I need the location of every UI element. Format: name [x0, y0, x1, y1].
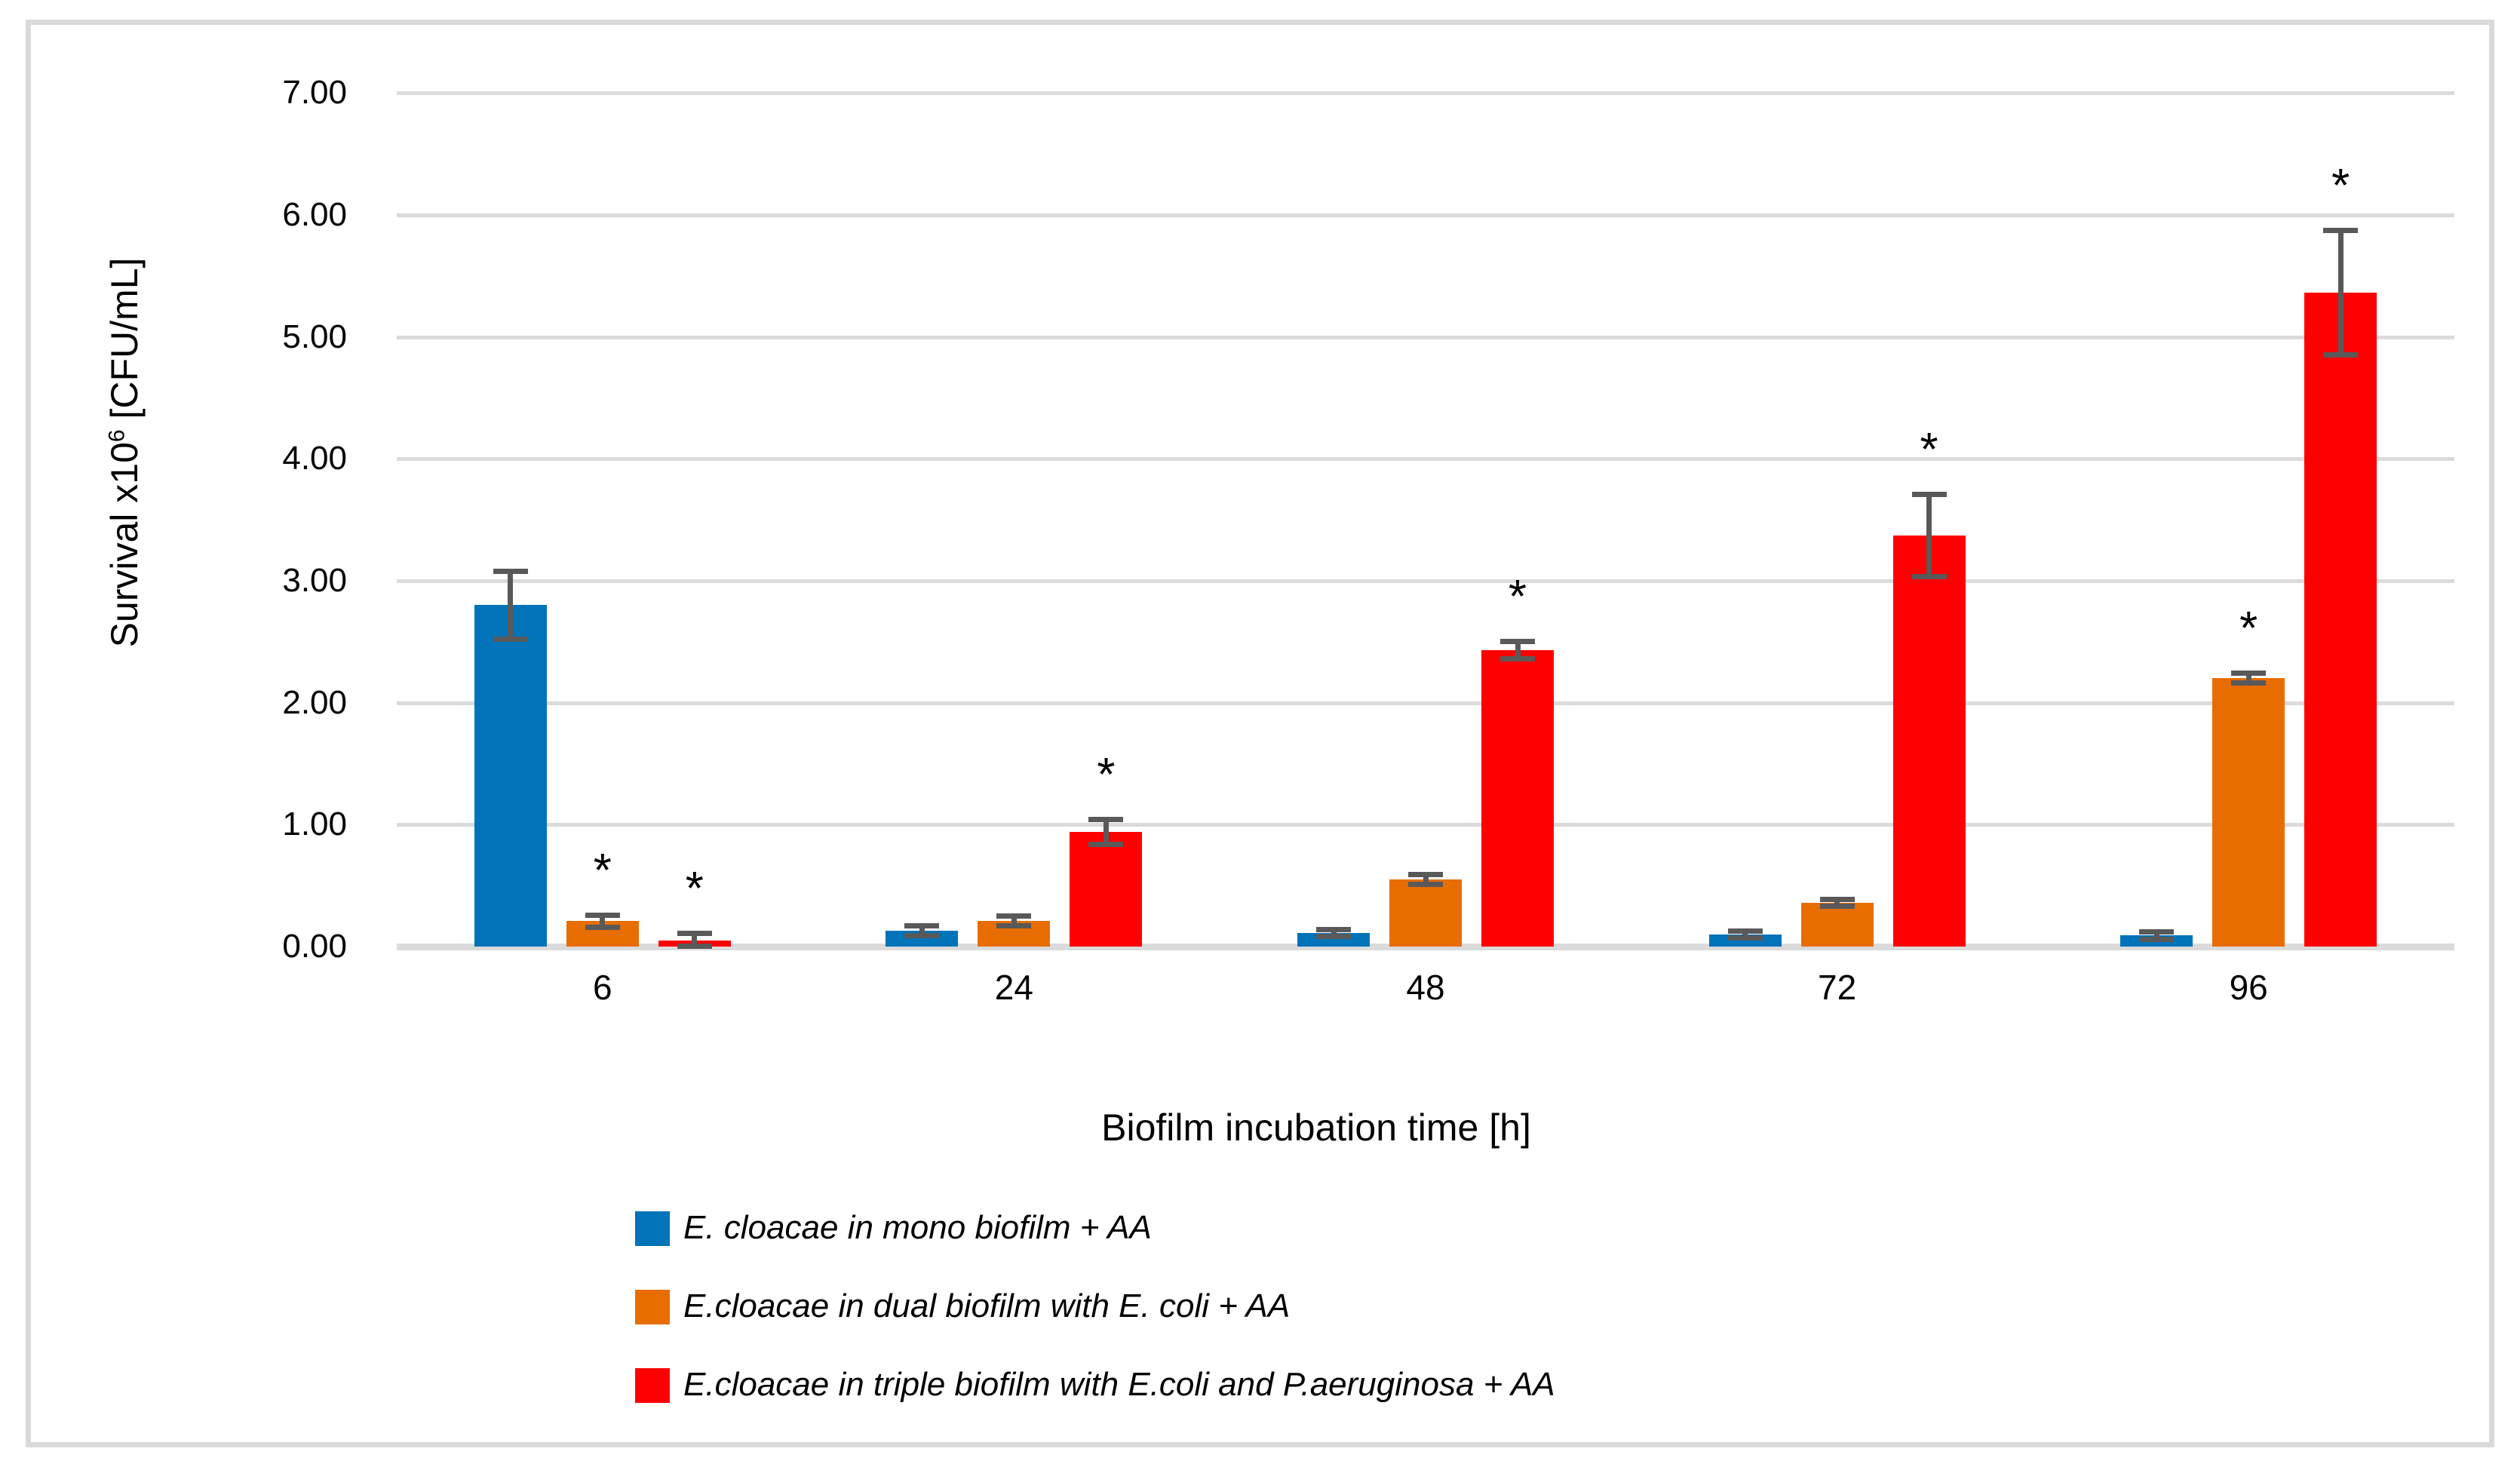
error-bar-cap-bottom	[2139, 936, 2175, 942]
error-bar-line	[1423, 876, 1429, 883]
error-bar-cap-top	[904, 923, 940, 929]
y-axis-title-text: Survival x10	[103, 442, 146, 648]
error-bar-cap-bottom	[1911, 574, 1947, 580]
y-tick-label: 4.00	[282, 440, 347, 477]
x-axis-title: Biofilm incubation time [h]	[1101, 1106, 1531, 1149]
error-bar-cap-top	[1819, 896, 1855, 902]
error-bar-line	[1515, 643, 1521, 658]
significance-asterisk: *	[2239, 603, 2258, 655]
error-bar-line	[2245, 674, 2251, 683]
gridline-1	[397, 823, 2454, 827]
y-axis-title-superscript: 6	[104, 429, 130, 443]
error-bar-cap-bottom	[1727, 935, 1763, 941]
error-bar-cap-bottom	[677, 944, 712, 949]
error-bar-cap-top	[677, 930, 712, 936]
error-bar-cap-bottom	[1088, 841, 1124, 847]
bar-series3-24h	[1070, 832, 1143, 947]
error-bar-cap-top	[585, 912, 620, 918]
legend-swatch-icon	[635, 1290, 670, 1324]
error-bar-line	[600, 916, 606, 926]
error-bar-cap-top	[2323, 228, 2359, 234]
gridline-2	[397, 701, 2454, 705]
error-bar-cap-top	[1727, 928, 1763, 934]
legend-label: E.cloacae in triple biofilm with E.coli …	[683, 1366, 1555, 1403]
y-axis-title-units: [CFU/mL]	[103, 257, 146, 430]
x-tick-label: 6	[593, 968, 612, 1007]
error-bar-cap-bottom	[493, 636, 528, 642]
error-bar-cap-top	[2231, 671, 2267, 677]
y-axis-title: Survival x106 [CFU/mL]	[103, 258, 146, 648]
x-tick-label: 96	[2229, 968, 2268, 1007]
gridline-5	[397, 335, 2454, 339]
error-bar-cap-top	[1500, 639, 1535, 645]
significance-asterisk: *	[685, 862, 704, 915]
error-bar-cap-top	[1088, 817, 1124, 823]
error-bar-cap-bottom	[1408, 881, 1443, 887]
chart-frame	[26, 20, 2494, 1447]
bar-series3-72h	[1892, 536, 1966, 947]
error-bar-cap-bottom	[996, 922, 1032, 928]
error-bar-cap-top	[1911, 491, 1947, 497]
gridline-6	[397, 213, 2454, 217]
error-bar-cap-bottom	[585, 924, 620, 930]
significance-asterisk: *	[1920, 423, 1938, 476]
error-bar-cap-top	[1408, 872, 1443, 878]
x-tick-label: 48	[1406, 968, 1445, 1007]
x-tick-label: 24	[994, 968, 1033, 1007]
legend-swatch-icon	[635, 1368, 670, 1403]
bar-series3-48h	[1481, 650, 1554, 947]
bar-series2-48h	[1389, 879, 1462, 947]
error-bar-cap-top	[493, 568, 528, 574]
error-bar-cap-top	[1316, 926, 1351, 932]
legend-swatch-icon	[635, 1211, 670, 1246]
gridline-0	[397, 944, 2454, 950]
legend-label: E.cloacae in dual biofilm with E. coli +…	[683, 1287, 1291, 1324]
error-bar-cap-top	[2139, 929, 2175, 935]
error-bar-cap-bottom	[1819, 904, 1855, 910]
error-bar-line	[919, 927, 925, 935]
error-bar-line	[2337, 232, 2344, 354]
significance-asterisk: *	[593, 844, 612, 897]
error-bar-line	[1011, 917, 1017, 925]
error-bar-line	[1834, 900, 1840, 906]
bar-series3-96h	[2304, 293, 2377, 947]
significance-asterisk: *	[1508, 571, 1527, 624]
error-bar-cap-bottom	[1500, 655, 1535, 661]
bar-series1-24h	[886, 930, 959, 947]
legend-label: E. cloacae in mono biofilm + AA	[683, 1209, 1152, 1246]
y-tick-label: 0.00	[282, 928, 347, 965]
bar-series1-48h	[1297, 933, 1370, 947]
error-bar-cap-top	[996, 913, 1032, 919]
gridline-4	[397, 457, 2454, 462]
error-bar-cap-bottom	[904, 932, 940, 938]
gridline-3	[397, 579, 2454, 583]
significance-asterisk: *	[1097, 749, 1116, 802]
error-bar-line	[508, 572, 514, 638]
error-bar-line	[2153, 933, 2159, 939]
significance-asterisk: *	[2331, 160, 2350, 213]
error-bar-line	[692, 934, 698, 945]
x-tick-label: 72	[1818, 968, 1857, 1007]
error-bar-line	[1742, 931, 1748, 938]
y-tick-label: 7.00	[282, 74, 347, 112]
error-bar-cap-bottom	[2323, 352, 2359, 358]
bar-series2-96h	[2212, 678, 2285, 947]
bar-series2-72h	[1800, 902, 1874, 947]
y-tick-label: 1.00	[282, 806, 347, 843]
y-tick-label: 2.00	[282, 683, 347, 721]
y-tick-label: 5.00	[282, 318, 347, 355]
y-tick-label: 3.00	[282, 561, 347, 599]
gridline-7	[397, 91, 2454, 96]
error-bar-line	[1331, 930, 1337, 936]
error-bar-line	[1926, 495, 1932, 576]
error-bar-cap-bottom	[2231, 680, 2267, 686]
error-bar-line	[1103, 821, 1109, 843]
error-bar-cap-bottom	[1316, 934, 1351, 940]
bar-series1-6h	[474, 605, 547, 947]
y-tick-label: 6.00	[282, 195, 347, 233]
